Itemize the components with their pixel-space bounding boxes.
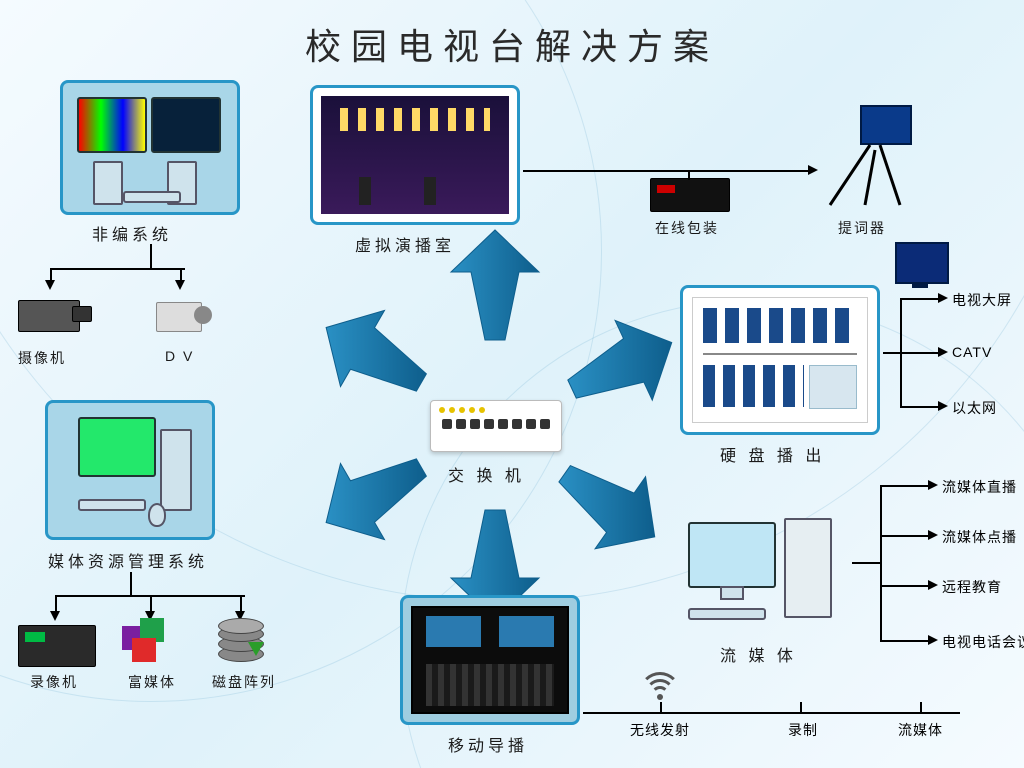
mobile-out-1: 录制 bbox=[788, 720, 818, 740]
node-mobile bbox=[400, 595, 580, 725]
node-mam bbox=[45, 400, 215, 540]
mobile-label: 移动导播 bbox=[448, 732, 528, 756]
studio-label: 虚拟演播室 bbox=[355, 232, 455, 256]
hdd-out-1: CATV bbox=[952, 344, 992, 360]
stream-out-1: 流媒体点播 bbox=[942, 527, 1017, 547]
mobile-output-line bbox=[583, 712, 960, 714]
node-nle bbox=[60, 80, 240, 215]
hdd-out-0: 电视大屏 bbox=[952, 290, 1012, 310]
vcr-icon bbox=[18, 625, 96, 667]
node-studio bbox=[310, 85, 520, 225]
vcr-label: 录像机 bbox=[30, 672, 78, 692]
studio-connector bbox=[523, 170, 810, 172]
wifi-icon bbox=[640, 672, 680, 702]
nle-label: 非编系统 bbox=[92, 221, 172, 245]
diagram-stage: 校园电视台解决方案 交 换 机 非编系统 bbox=[0, 0, 1024, 768]
diskarray-icon bbox=[218, 618, 268, 668]
stream-out-0: 流媒体直播 bbox=[942, 477, 1017, 497]
stream-out-2: 远程教育 bbox=[942, 577, 1002, 597]
node-hdd bbox=[680, 285, 880, 435]
richmedia-icon bbox=[122, 618, 178, 668]
camera-label: 摄像机 bbox=[18, 348, 66, 368]
mobile-out-0: 无线发射 bbox=[630, 720, 690, 740]
packaging-device bbox=[650, 178, 730, 212]
dv-icon bbox=[150, 292, 220, 342]
prompter-icon bbox=[810, 105, 920, 215]
mobile-out-2: 流媒体 bbox=[898, 720, 943, 740]
page-title: 校园电视台解决方案 bbox=[0, 18, 1024, 70]
mam-label: 媒体资源管理系统 bbox=[48, 548, 208, 572]
stream-label: 流 媒 体 bbox=[720, 642, 797, 666]
packaging-label: 在线包装 bbox=[655, 218, 719, 238]
tv-icon bbox=[895, 242, 949, 284]
hdd-label: 硬 盘 播 出 bbox=[720, 442, 825, 466]
diskarr-label: 磁盘阵列 bbox=[212, 672, 276, 692]
rich-label: 富媒体 bbox=[128, 672, 176, 692]
camera-icon bbox=[10, 290, 95, 345]
node-stream bbox=[680, 510, 850, 640]
prompter-label: 提词器 bbox=[838, 218, 886, 238]
hub-switch bbox=[430, 400, 562, 452]
hdd-out-2: 以太网 bbox=[952, 398, 997, 418]
stream-out-3: 电视电话会议 bbox=[942, 632, 1024, 652]
dv-label: D V bbox=[165, 348, 194, 364]
hub-label: 交 换 机 bbox=[448, 462, 525, 486]
